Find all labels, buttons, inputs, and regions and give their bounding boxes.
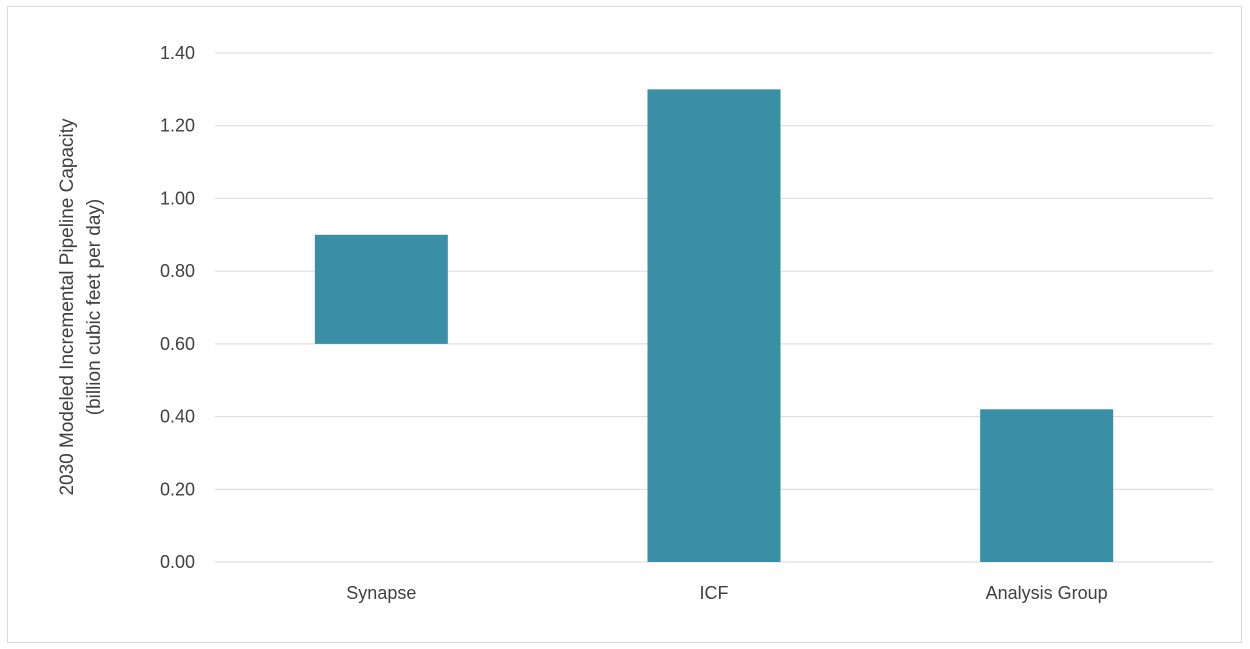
bar-synapse — [314, 234, 448, 344]
y-tick-label: 1.20 — [160, 116, 195, 136]
y-tick-labels: 0.00 0.20 0.40 0.60 0.80 1.00 1.20 1.40 — [160, 43, 195, 572]
x-category-label: Synapse — [346, 583, 416, 603]
y-tick-label: 0.80 — [160, 261, 195, 281]
x-category-label: Analysis Group — [986, 583, 1108, 603]
bar-analysis-group — [980, 409, 1114, 562]
y-tick-label: 0.00 — [160, 552, 195, 572]
y-tick-label: 0.20 — [160, 479, 195, 499]
bars — [314, 89, 1114, 562]
y-tick-label: 0.40 — [160, 407, 195, 427]
y-tick-label: 0.60 — [160, 334, 195, 354]
y-tick-label: 1.00 — [160, 188, 195, 208]
y-tick-label: 1.40 — [160, 43, 195, 63]
x-category-labels: Synapse ICF Analysis Group — [346, 583, 1107, 603]
y-axis-title-line-2: (billion cubic feet per day) — [84, 199, 105, 416]
y-axis-title-line-1: 2030 Modeled Incremental Pipeline Capaci… — [57, 118, 78, 496]
bar-icf — [647, 89, 781, 562]
x-category-label: ICF — [700, 583, 729, 603]
